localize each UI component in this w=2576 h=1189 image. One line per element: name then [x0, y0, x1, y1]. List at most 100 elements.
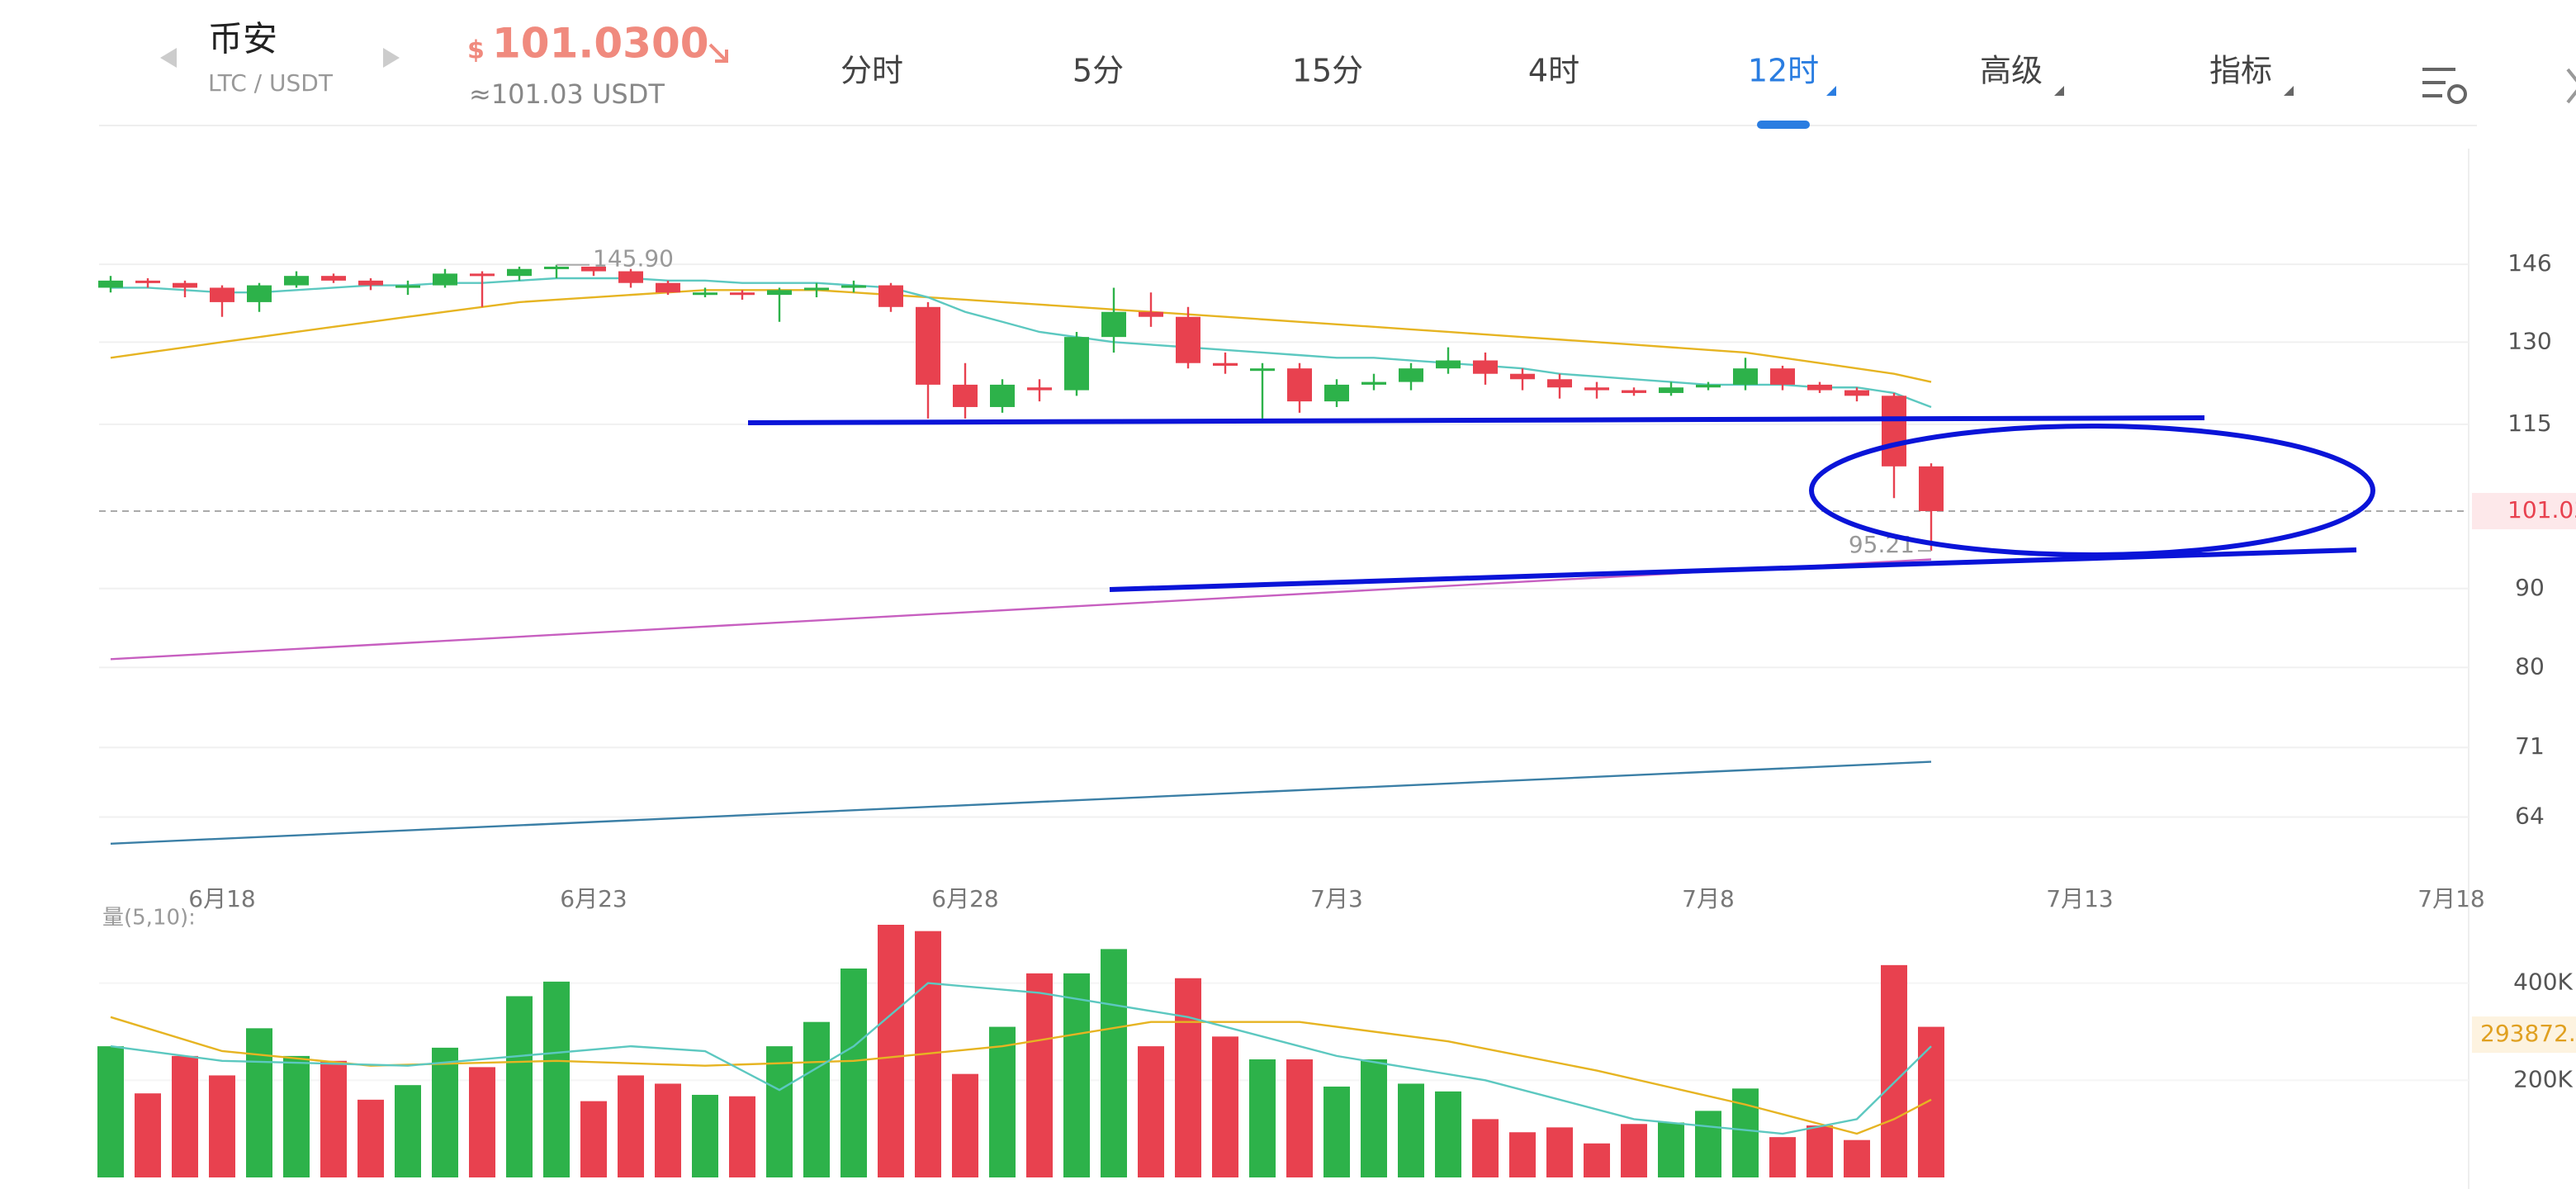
volume-bar [1844, 1139, 1870, 1177]
candle-body [656, 282, 680, 293]
y-tick-label: 64 [2515, 802, 2545, 829]
volume-bar [729, 1096, 755, 1177]
candle-body [210, 287, 234, 302]
settings-icon[interactable] [2422, 68, 2467, 104]
candle-body [767, 290, 792, 296]
volume-bar [320, 1060, 347, 1177]
volume-bar [1435, 1091, 1461, 1177]
volume-bar [358, 1099, 384, 1177]
candle-body [1733, 368, 1758, 385]
tab-caret [2054, 86, 2064, 96]
ma-line [110, 289, 1932, 383]
current-price-label: 101.03 [2507, 496, 2576, 523]
x-tick-label: 7月13 [2046, 885, 2113, 912]
down-arrow [708, 43, 728, 63]
volume-bar [1546, 1127, 1573, 1177]
volume-bar [1361, 1059, 1387, 1177]
volume-bar [1212, 1036, 1238, 1177]
ma-line [110, 558, 1932, 661]
candle-body [284, 276, 309, 286]
current-price-tag [2472, 492, 2576, 529]
prev-arrow[interactable] [160, 48, 177, 68]
candle-body [618, 271, 643, 283]
volume-bar [209, 1075, 235, 1177]
currency-sign: $ [467, 36, 485, 65]
volume-bar [395, 1085, 421, 1177]
candle-body [507, 268, 532, 277]
volume-bar [1509, 1132, 1536, 1177]
support-line [747, 415, 2205, 425]
y-tick-label: 71 [2515, 732, 2545, 760]
y-tick-label: 90 [2515, 574, 2545, 601]
volume-tag [2472, 1016, 2576, 1054]
timeframe-tab[interactable]: 指标 [2209, 53, 2272, 89]
timeframe-tab[interactable]: 15分 [1292, 53, 1363, 89]
timeframe-tab[interactable]: 分时 [841, 53, 903, 89]
volume-bar [1249, 1059, 1276, 1177]
candle-body [916, 306, 940, 385]
volume-bar [952, 1073, 978, 1177]
annotation-label: 145.90 [593, 245, 674, 272]
x-tick-label: 6月18 [188, 885, 255, 912]
candle-body [433, 273, 457, 286]
volume-tag-label: 293872.2 [2480, 1020, 2576, 1047]
timeframe-tab[interactable]: 5分 [1073, 53, 1124, 89]
volume-bar [1621, 1124, 1647, 1177]
volume-bar [172, 1055, 198, 1177]
x-tick-label: 7月18 [2417, 885, 2484, 912]
trend-line [1109, 547, 2357, 592]
volume-bar [618, 1075, 644, 1177]
volume-bar [1695, 1111, 1721, 1177]
volume-bar [1063, 973, 1090, 1177]
candle-body [1807, 384, 1832, 391]
candle-body [173, 282, 197, 288]
volume-bar [1881, 964, 1907, 1177]
volume-bar [1807, 1125, 1833, 1177]
candle-body [1139, 311, 1163, 317]
candle-body [693, 292, 717, 296]
x-tick-label: 6月28 [931, 885, 998, 912]
tab-caret [2284, 86, 2294, 96]
volume-bar [766, 1046, 793, 1177]
pair: LTC / USDT [208, 69, 334, 97]
volume-bar [246, 1028, 272, 1177]
candle-body [395, 285, 420, 288]
volume-bar [1769, 1137, 1796, 1177]
volume-bar [878, 925, 904, 1177]
candle-body [358, 280, 383, 286]
volume-bar [469, 1067, 495, 1177]
timeframe-tab[interactable]: 高级 [1980, 53, 2043, 89]
volume-bar [1101, 949, 1127, 1177]
volume-bar [97, 1046, 124, 1177]
candle-body [1919, 466, 1944, 511]
candle-body [1399, 368, 1423, 382]
exchange: 币安 [208, 19, 277, 59]
volume-label: 量(5,10): [102, 906, 196, 931]
volume-bar [841, 968, 867, 1177]
close-icon[interactable] [2566, 68, 2576, 104]
candle-body [1882, 396, 1906, 467]
candle-body [1101, 311, 1126, 338]
timeframe-tab[interactable]: 4时 [1528, 53, 1579, 89]
candle-body [470, 273, 495, 277]
candle-body [1324, 384, 1349, 402]
candle-body [581, 266, 606, 272]
candle-body [1510, 373, 1535, 380]
candle-body [1622, 390, 1646, 393]
drawings [747, 415, 2375, 592]
volume-bar [1175, 978, 1201, 1177]
candle-body [1213, 362, 1238, 366]
volume-bar [655, 1083, 681, 1177]
candle-body [953, 384, 978, 407]
y-tick-label: 130 [2507, 327, 2551, 354]
y-tick-label: 115 [2507, 410, 2551, 437]
next-arrow[interactable] [383, 48, 400, 68]
candle-body [1547, 379, 1572, 388]
volume-bar [1918, 1026, 1944, 1177]
volume-bar [580, 1101, 607, 1177]
volume-bar [283, 1055, 310, 1177]
candle-body [1696, 384, 1721, 388]
candle-body [1027, 387, 1052, 391]
timeframe-tab[interactable]: 12时 [1748, 53, 1819, 89]
volume-bar [1658, 1122, 1684, 1177]
